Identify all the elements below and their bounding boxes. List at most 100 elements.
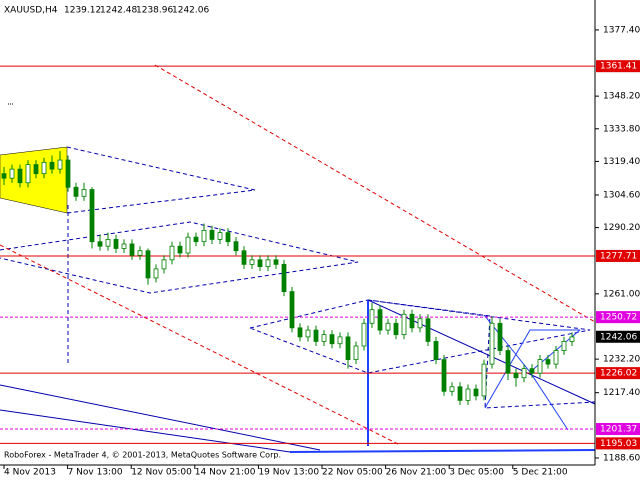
- candle-body: [305, 329, 311, 338]
- level-label-bg: [596, 311, 640, 324]
- candle-body: [529, 368, 535, 374]
- chart-title: XAUUSD,H4: [4, 6, 58, 16]
- candle-body: [265, 259, 271, 268]
- candle-body: [289, 291, 295, 329]
- header-value: 1238.96: [136, 6, 173, 16]
- candle-body: [521, 368, 527, 379]
- header-value: 1242.06: [172, 6, 209, 16]
- candle-body: [185, 236, 191, 254]
- candle-body: [97, 241, 103, 247]
- candle-body: [297, 327, 303, 338]
- candle-body: [129, 243, 135, 256]
- x-tick-label: 19 Nov 13:00: [258, 468, 319, 478]
- level-label: 1361.41: [600, 62, 637, 72]
- candle-body: [337, 336, 343, 345]
- x-tick-label: 3 Dec 05:00: [449, 468, 504, 478]
- candle-body: [545, 359, 551, 365]
- candle-body: [465, 388, 471, 401]
- triangle-lines: [367, 299, 596, 409]
- current-price-bg: [596, 330, 640, 343]
- candle-body: [457, 386, 463, 401]
- x-tick-label: 22 Nov 05:00: [322, 468, 383, 478]
- candle-body: [9, 168, 15, 179]
- level-label: 1195.03: [600, 439, 637, 449]
- candle-body: [473, 388, 479, 397]
- triangle-lines: [0, 221, 359, 294]
- candle-body: [1, 173, 7, 179]
- y-tick-label: 1217.40: [603, 388, 640, 398]
- candle-body: [481, 363, 487, 397]
- level-label: 1201.37: [600, 425, 637, 435]
- candle-body: [17, 168, 23, 184]
- candle-body: [209, 229, 215, 240]
- candle-body: [257, 259, 263, 268]
- candle-body: [425, 318, 431, 342]
- y-tick-label: 1188.60: [603, 453, 640, 463]
- candle-body: [449, 386, 455, 392]
- candle-body: [217, 232, 223, 240]
- level-label: 1277.71: [600, 251, 637, 261]
- current-price-label: 1242.06: [600, 332, 637, 342]
- candle-body: [177, 245, 183, 254]
- candle-body: [89, 189, 95, 243]
- trend-line: [0, 384, 321, 451]
- candle-body: [169, 245, 175, 261]
- candle-body: [57, 159, 63, 170]
- candle-body: [353, 345, 359, 360]
- candle-body: [161, 259, 167, 270]
- candle-body: [137, 250, 143, 256]
- level-label-bg: [596, 367, 640, 380]
- candle-body: [361, 322, 367, 347]
- level-label: 1226.02: [600, 369, 637, 379]
- candle-body: [201, 229, 207, 243]
- red-dashed-line: [0, 244, 401, 446]
- y-tick-label: 1348.20: [603, 92, 640, 102]
- level-label: 1250.72: [600, 313, 637, 323]
- axis: 1377.40 1348.20 1333.80 1319.40 1304.60 1290.…: [3, 25, 640, 478]
- candle-body: [553, 350, 559, 365]
- candle-body: [41, 161, 47, 175]
- levels: [0, 65, 595, 444]
- candle-body: [505, 350, 511, 374]
- y-tick-label: 1290.20: [603, 223, 640, 233]
- x-tick-label: 26 Nov 21:00: [386, 468, 447, 478]
- y-tick-label: 1319.40: [603, 157, 640, 167]
- candle-body: [569, 336, 575, 342]
- candle-body: [369, 309, 375, 324]
- candle-body: [49, 161, 55, 170]
- candle-body: [241, 250, 247, 265]
- candle-body: [113, 239, 119, 249]
- candle-body: [377, 309, 383, 331]
- level-label-bg: [596, 423, 640, 436]
- red-dashed-line: [154, 64, 596, 323]
- trend-line: [289, 449, 596, 453]
- candle-body: [65, 159, 71, 188]
- candle-body: [417, 318, 423, 329]
- projection-line: [484, 329, 580, 409]
- y-tick-label: 1261.00: [603, 289, 640, 299]
- candle-body: [193, 236, 199, 243]
- candle-body: [497, 322, 503, 351]
- candle-body: [225, 232, 231, 243]
- candle-body: [281, 263, 287, 292]
- y-tick-label: 1333.80: [603, 124, 640, 134]
- x-tick-label: 14 Nov 21:00: [195, 468, 256, 478]
- y-tick-label: 1377.40: [603, 25, 640, 35]
- x-tick-label: 12 Nov 05:00: [131, 468, 192, 478]
- candle-body: [145, 250, 151, 279]
- header-value: 1242.48: [100, 6, 137, 16]
- trend-line: [0, 409, 291, 453]
- y-tick-label: 1232.20: [603, 355, 640, 365]
- x-tick-label: 4 Nov 2013: [4, 468, 56, 478]
- candle-body: [433, 341, 439, 360]
- triangle-lines: [66, 146, 256, 214]
- candle-body: [441, 359, 447, 392]
- candle-body: [249, 259, 255, 265]
- candle-body: [33, 164, 39, 175]
- candle-body: [25, 164, 31, 184]
- candle-body: [321, 334, 327, 342]
- level-label-bg: [596, 60, 640, 73]
- candle-body: [385, 322, 391, 331]
